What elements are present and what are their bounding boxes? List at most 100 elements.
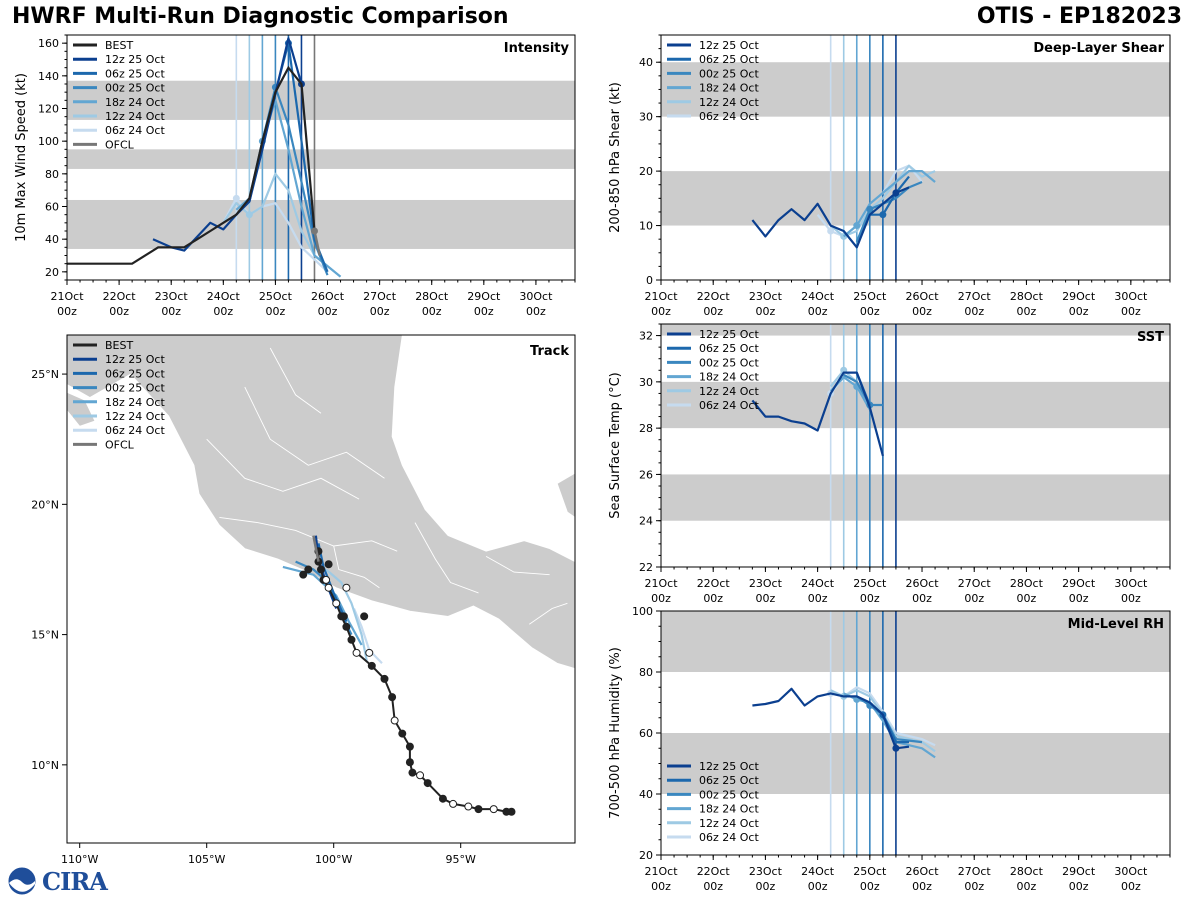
best-track-point <box>502 807 511 816</box>
y-axis-label: 10m Max Wind Speed (kt) <box>14 73 29 242</box>
y-axis-label: 200-850 hPa Shear (kt) <box>608 82 623 233</box>
storm-identifier: OTIS - EP182023 <box>976 4 1182 29</box>
legend-label: 06z 25 Oct <box>699 342 759 355</box>
x-tick-hour: 00z <box>1017 305 1037 318</box>
legend-label: 12z 25 Oct <box>105 53 165 66</box>
legend-label: 18z 24 Oct <box>699 803 759 816</box>
x-tick-hour: 00z <box>266 305 286 318</box>
x-tick-hour: 00z <box>651 880 671 893</box>
x-tick-hour: 00z <box>370 305 390 318</box>
x-tick-hour: 00z <box>1069 592 1089 605</box>
legend-label: 06z 25 Oct <box>699 53 759 66</box>
x-tick-day: 25Oct <box>853 577 887 590</box>
x-tick-hour: 00z <box>1017 880 1037 893</box>
x-tick-day: 27Oct <box>363 290 397 303</box>
x-tick-hour: 00z <box>808 305 828 318</box>
x-tick-day: 26Oct <box>906 290 940 303</box>
y-tick-label: 40 <box>639 56 653 69</box>
series-point <box>892 744 900 752</box>
x-tick-hour: 00z <box>912 592 932 605</box>
x-tick-hour: 00z <box>422 305 442 318</box>
legend-label: 06z 25 Oct <box>105 367 165 380</box>
x-tick-day: 22Oct <box>697 865 731 878</box>
legend-label: 12z 24 Oct <box>699 385 759 398</box>
best-track-point <box>416 771 425 780</box>
legend-label: OFCL <box>105 438 135 451</box>
state-border <box>269 347 322 414</box>
best-track-point <box>423 779 432 788</box>
y-tick-label: 15°N <box>31 629 59 642</box>
x-tick-label: 110°W <box>61 853 98 866</box>
x-tick-day: 22Oct <box>103 290 137 303</box>
y-tick-label: 60 <box>45 201 59 214</box>
best-track-point <box>405 742 414 751</box>
x-tick-hour: 00z <box>912 305 932 318</box>
y-tick-label: 80 <box>639 666 653 679</box>
x-tick-day: 21Oct <box>644 577 678 590</box>
series-line <box>751 371 884 457</box>
plot-area <box>661 35 1170 280</box>
y-tick-label: 80 <box>45 168 59 181</box>
legend-label: 06z 25 Oct <box>699 774 759 787</box>
x-tick-hour: 00z <box>57 305 77 318</box>
legend-label: 00z 25 Oct <box>105 382 165 395</box>
y-tick-label: 160 <box>38 37 59 50</box>
x-tick-hour: 00z <box>651 305 671 318</box>
noaa-logo-icon <box>7 866 37 896</box>
legend-label: 06z 24 Oct <box>699 110 759 123</box>
legend-label: 12z 25 Oct <box>699 39 759 52</box>
legend-label: 06z 24 Oct <box>699 831 759 844</box>
x-tick-label: 95°W <box>446 853 476 866</box>
x-tick-day: 21Oct <box>644 865 678 878</box>
y-tick-label: 120 <box>38 103 59 116</box>
cira-logo-text: CIRA <box>42 866 108 896</box>
best-track-point <box>324 560 333 569</box>
best-track-line <box>67 65 316 265</box>
y-tick-label: 20 <box>639 849 653 862</box>
map-area <box>67 335 575 843</box>
series-line <box>855 180 923 243</box>
x-tick-hour: 00z <box>651 592 671 605</box>
x-tick-hour: 00z <box>703 592 723 605</box>
best-track-point <box>380 674 389 683</box>
best-track-point <box>474 805 483 814</box>
shaded-band <box>661 62 1170 117</box>
legend-label: OFCL <box>105 138 135 151</box>
state-border <box>333 545 380 589</box>
page-title: HWRF Multi-Run Diagnostic Comparison <box>12 4 509 29</box>
y-axis-label: Sea Surface Temp (°C) <box>608 372 623 519</box>
x-tick-hour: 00z <box>109 305 129 318</box>
x-tick-day: 23Oct <box>749 865 783 878</box>
y-tick-label: 20°N <box>31 498 59 511</box>
x-tick-day: 29Oct <box>467 290 501 303</box>
x-tick-day: 29Oct <box>1062 577 1096 590</box>
x-tick-hour: 00z <box>1121 880 1141 893</box>
x-tick-hour: 00z <box>808 592 828 605</box>
series-point <box>232 194 240 202</box>
x-tick-hour: 00z <box>703 305 723 318</box>
series-point <box>827 227 835 235</box>
y-tick-label: 22 <box>639 561 653 574</box>
legend-label: 06z 24 Oct <box>105 424 165 437</box>
best-track-point <box>342 583 351 592</box>
x-tick-day: 25Oct <box>259 290 293 303</box>
legend-label: 06z 25 Oct <box>105 67 165 80</box>
series-line <box>752 687 910 750</box>
y-tick-label: 30 <box>639 111 653 124</box>
series-point <box>866 205 874 213</box>
chart-rh: 20 40 60 80 100 21Oct 00z 22Oct 00z 23Oct 00z 24Oct… <box>608 605 1171 893</box>
x-tick-day: 28Oct <box>1010 290 1044 303</box>
x-tick-hour: 00z <box>161 305 181 318</box>
best-track-point <box>317 565 325 574</box>
x-tick-hour: 00z <box>756 305 776 318</box>
shaded-band <box>67 199 575 249</box>
best-track-point <box>332 599 341 608</box>
series-line <box>869 175 910 216</box>
panel-title: Track <box>530 344 569 359</box>
series-point <box>853 222 861 230</box>
best-track-point <box>322 575 331 584</box>
chart-intensity: 20 40 60 80 100 120 140 160 21Oct 00z 22Oct 00z 23Oc… <box>14 34 576 318</box>
best-track-point <box>464 802 473 811</box>
series-point <box>879 211 887 219</box>
